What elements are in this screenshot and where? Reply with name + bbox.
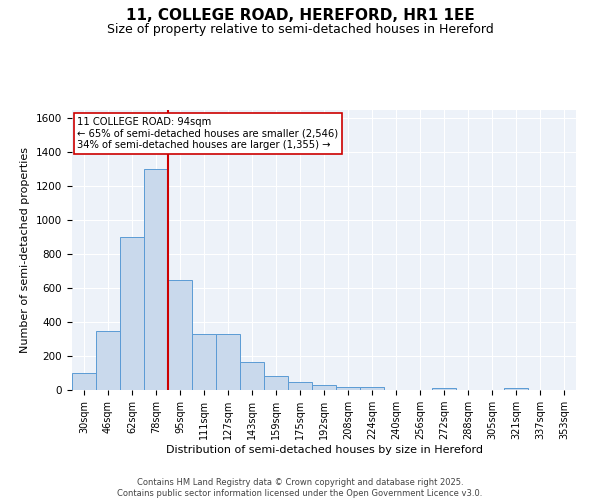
Bar (72, 373, 96, 390)
Bar (168, 280, 192, 390)
Bar (96, 330, 120, 390)
Bar (240, 362, 264, 390)
Bar (192, 334, 216, 390)
Text: 11 COLLEGE ROAD: 94sqm
← 65% of semi-detached houses are smaller (2,546)
34% of : 11 COLLEGE ROAD: 94sqm ← 65% of semi-det… (77, 117, 338, 150)
Bar (336, 388, 360, 390)
Text: Size of property relative to semi-detached houses in Hereford: Size of property relative to semi-detach… (107, 22, 493, 36)
Bar (288, 382, 312, 390)
Bar (216, 334, 240, 390)
Bar (432, 388, 456, 390)
Bar (120, 238, 144, 390)
Bar (144, 170, 168, 390)
Bar (360, 388, 384, 390)
Y-axis label: Number of semi-detached properties: Number of semi-detached properties (20, 147, 31, 353)
Text: Contains HM Land Registry data © Crown copyright and database right 2025.
Contai: Contains HM Land Registry data © Crown c… (118, 478, 482, 498)
Bar (504, 388, 528, 390)
Bar (312, 385, 336, 390)
Text: 11, COLLEGE ROAD, HEREFORD, HR1 1EE: 11, COLLEGE ROAD, HEREFORD, HR1 1EE (125, 8, 475, 22)
Bar (264, 376, 288, 390)
X-axis label: Distribution of semi-detached houses by size in Hereford: Distribution of semi-detached houses by … (166, 445, 482, 455)
